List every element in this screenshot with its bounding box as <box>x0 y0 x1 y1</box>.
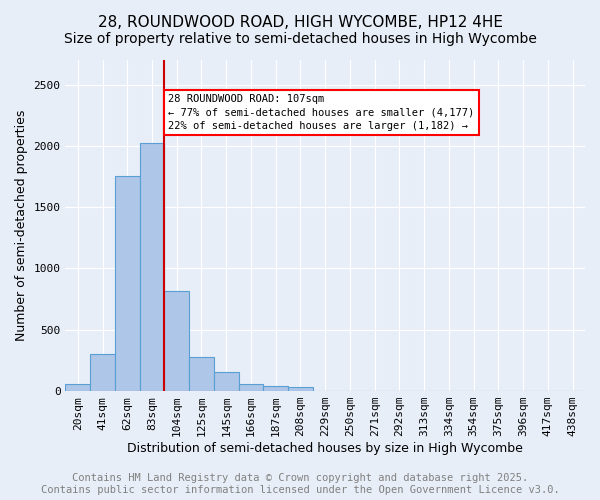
Text: Contains HM Land Registry data © Crown copyright and database right 2025.
Contai: Contains HM Land Registry data © Crown c… <box>41 474 559 495</box>
Y-axis label: Number of semi-detached properties: Number of semi-detached properties <box>15 110 28 341</box>
Bar <box>115 176 140 391</box>
Bar <box>65 384 90 391</box>
X-axis label: Distribution of semi-detached houses by size in High Wycombe: Distribution of semi-detached houses by … <box>127 442 523 455</box>
Bar <box>189 356 214 391</box>
Bar <box>164 290 189 391</box>
Bar <box>239 384 263 391</box>
Text: Size of property relative to semi-detached houses in High Wycombe: Size of property relative to semi-detach… <box>64 32 536 46</box>
Text: 28, ROUNDWOOD ROAD, HIGH WYCOMBE, HP12 4HE: 28, ROUNDWOOD ROAD, HIGH WYCOMBE, HP12 4… <box>97 15 503 30</box>
Bar <box>214 372 239 391</box>
Bar <box>288 388 313 391</box>
Bar <box>90 354 115 391</box>
Bar <box>263 386 288 391</box>
Text: 28 ROUNDWOOD ROAD: 107sqm
← 77% of semi-detached houses are smaller (4,177)
22% : 28 ROUNDWOOD ROAD: 107sqm ← 77% of semi-… <box>168 94 475 130</box>
Bar <box>140 144 164 391</box>
